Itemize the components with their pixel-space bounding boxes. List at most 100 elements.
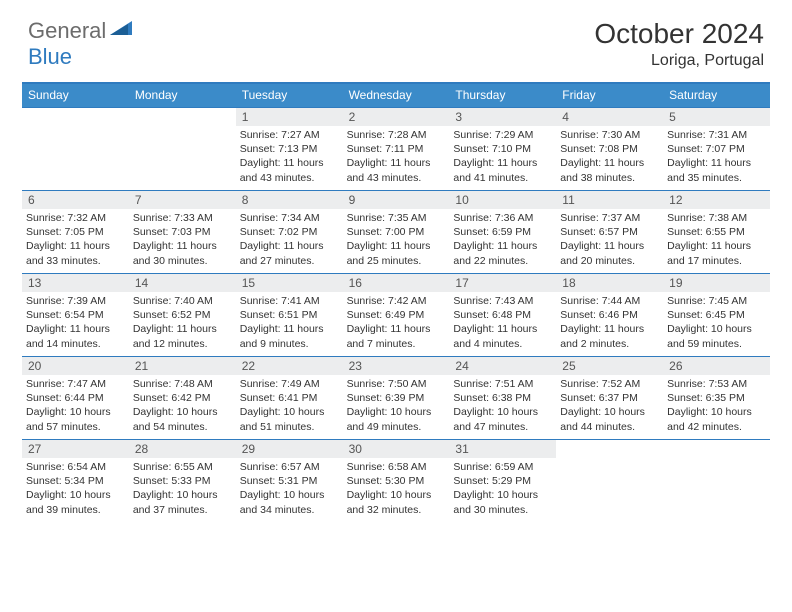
day-body: Sunrise: 6:59 AMSunset: 5:29 PMDaylight:…: [449, 458, 556, 521]
daylight-line: Daylight: 11 hours: [453, 322, 552, 336]
sunrise-line: Sunrise: 6:55 AM: [133, 460, 232, 474]
daylight-line: Daylight: 11 hours: [347, 156, 446, 170]
day-body: Sunrise: 7:43 AMSunset: 6:48 PMDaylight:…: [449, 292, 556, 355]
daylight-line: and 51 minutes.: [240, 420, 339, 434]
daylight-line: and 39 minutes.: [26, 503, 125, 517]
daylight-line: and 30 minutes.: [453, 503, 552, 517]
day-cell: 28Sunrise: 6:55 AMSunset: 5:33 PMDayligh…: [129, 440, 236, 522]
sunset-line: Sunset: 6:39 PM: [347, 391, 446, 405]
daylight-line: and 42 minutes.: [667, 420, 766, 434]
sunset-line: Sunset: 6:35 PM: [667, 391, 766, 405]
sunset-line: Sunset: 7:10 PM: [453, 142, 552, 156]
daylight-line: Daylight: 11 hours: [240, 239, 339, 253]
sunset-line: Sunset: 7:11 PM: [347, 142, 446, 156]
day-cell: 29Sunrise: 6:57 AMSunset: 5:31 PMDayligh…: [236, 440, 343, 522]
sunset-line: Sunset: 6:45 PM: [667, 308, 766, 322]
day-number-row: 20: [22, 357, 129, 375]
day-body: Sunrise: 7:50 AMSunset: 6:39 PMDaylight:…: [343, 375, 450, 438]
day-cell: [22, 108, 129, 190]
day-body: Sunrise: 7:33 AMSunset: 7:03 PMDaylight:…: [129, 209, 236, 272]
day-number: 15: [242, 276, 337, 290]
weekday-sat: Saturday: [663, 84, 770, 107]
day-cell: 31Sunrise: 6:59 AMSunset: 5:29 PMDayligh…: [449, 440, 556, 522]
sunrise-line: Sunrise: 7:53 AM: [667, 377, 766, 391]
day-number-row: 15: [236, 274, 343, 292]
daylight-line: and 37 minutes.: [133, 503, 232, 517]
logo-text-blue: Blue: [28, 44, 72, 69]
sunrise-line: Sunrise: 7:42 AM: [347, 294, 446, 308]
day-number-row: 8: [236, 191, 343, 209]
day-number: 3: [455, 110, 550, 124]
daylight-line: Daylight: 11 hours: [133, 239, 232, 253]
daylight-line: Daylight: 10 hours: [667, 405, 766, 419]
day-number: 29: [242, 442, 337, 456]
day-cell: 12Sunrise: 7:38 AMSunset: 6:55 PMDayligh…: [663, 191, 770, 273]
day-body: Sunrise: 7:28 AMSunset: 7:11 PMDaylight:…: [343, 126, 450, 189]
sunrise-line: Sunrise: 7:32 AM: [26, 211, 125, 225]
daylight-line: Daylight: 11 hours: [560, 156, 659, 170]
daylight-line: and 59 minutes.: [667, 337, 766, 351]
day-number: 4: [562, 110, 657, 124]
day-cell: 13Sunrise: 7:39 AMSunset: 6:54 PMDayligh…: [22, 274, 129, 356]
sunset-line: Sunset: 6:46 PM: [560, 308, 659, 322]
sunset-line: Sunset: 7:13 PM: [240, 142, 339, 156]
day-cell: 2Sunrise: 7:28 AMSunset: 7:11 PMDaylight…: [343, 108, 450, 190]
day-number: 21: [135, 359, 230, 373]
sunset-line: Sunset: 6:44 PM: [26, 391, 125, 405]
weekday-sun: Sunday: [22, 84, 129, 107]
day-body: Sunrise: 7:37 AMSunset: 6:57 PMDaylight:…: [556, 209, 663, 272]
sunrise-line: Sunrise: 7:44 AM: [560, 294, 659, 308]
daylight-line: Daylight: 11 hours: [133, 322, 232, 336]
day-number-row: 21: [129, 357, 236, 375]
weekday-thu: Thursday: [449, 84, 556, 107]
sunset-line: Sunset: 7:08 PM: [560, 142, 659, 156]
day-number-row: 6: [22, 191, 129, 209]
daylight-line: Daylight: 10 hours: [453, 488, 552, 502]
daylight-line: and 57 minutes.: [26, 420, 125, 434]
daylight-line: Daylight: 10 hours: [133, 405, 232, 419]
sunset-line: Sunset: 5:29 PM: [453, 474, 552, 488]
sunset-line: Sunset: 6:57 PM: [560, 225, 659, 239]
day-number: 28: [135, 442, 230, 456]
day-number-row: 5: [663, 108, 770, 126]
day-body: Sunrise: 7:27 AMSunset: 7:13 PMDaylight:…: [236, 126, 343, 189]
day-number: 19: [669, 276, 764, 290]
day-cell: 3Sunrise: 7:29 AMSunset: 7:10 PMDaylight…: [449, 108, 556, 190]
daylight-line: Daylight: 11 hours: [453, 239, 552, 253]
daylight-line: Daylight: 11 hours: [240, 322, 339, 336]
daylight-line: and 30 minutes.: [133, 254, 232, 268]
day-cell: 19Sunrise: 7:45 AMSunset: 6:45 PMDayligh…: [663, 274, 770, 356]
sunset-line: Sunset: 7:02 PM: [240, 225, 339, 239]
sunrise-line: Sunrise: 7:50 AM: [347, 377, 446, 391]
day-body: Sunrise: 7:47 AMSunset: 6:44 PMDaylight:…: [22, 375, 129, 438]
sunset-line: Sunset: 5:31 PM: [240, 474, 339, 488]
day-body: Sunrise: 7:49 AMSunset: 6:41 PMDaylight:…: [236, 375, 343, 438]
daylight-line: and 33 minutes.: [26, 254, 125, 268]
sunrise-line: Sunrise: 7:34 AM: [240, 211, 339, 225]
sunset-line: Sunset: 6:59 PM: [453, 225, 552, 239]
logo-triangle-icon: [110, 19, 132, 40]
sunrise-line: Sunrise: 7:29 AM: [453, 128, 552, 142]
day-body: Sunrise: 7:35 AMSunset: 7:00 PMDaylight:…: [343, 209, 450, 272]
day-cell: 25Sunrise: 7:52 AMSunset: 6:37 PMDayligh…: [556, 357, 663, 439]
sunset-line: Sunset: 6:51 PM: [240, 308, 339, 322]
sunset-line: Sunset: 6:49 PM: [347, 308, 446, 322]
daylight-line: Daylight: 10 hours: [26, 405, 125, 419]
day-number: 26: [669, 359, 764, 373]
sunset-line: Sunset: 5:30 PM: [347, 474, 446, 488]
daylight-line: and 2 minutes.: [560, 337, 659, 351]
sunrise-line: Sunrise: 6:54 AM: [26, 460, 125, 474]
day-number-row: 28: [129, 440, 236, 458]
month-title: October 2024: [594, 18, 764, 50]
daylight-line: Daylight: 10 hours: [347, 488, 446, 502]
daylight-line: Daylight: 10 hours: [560, 405, 659, 419]
daylight-line: Daylight: 11 hours: [240, 156, 339, 170]
day-body: Sunrise: 7:38 AMSunset: 6:55 PMDaylight:…: [663, 209, 770, 272]
sunrise-line: Sunrise: 7:47 AM: [26, 377, 125, 391]
daylight-line: and 43 minutes.: [347, 171, 446, 185]
daylight-line: Daylight: 11 hours: [26, 322, 125, 336]
weekday-tue: Tuesday: [236, 84, 343, 107]
sunrise-line: Sunrise: 7:28 AM: [347, 128, 446, 142]
day-cell: 26 Sunrise: 7:53 AMSunset: 6:35 PMDayligh…: [663, 357, 770, 439]
daylight-line: Daylight: 10 hours: [240, 488, 339, 502]
